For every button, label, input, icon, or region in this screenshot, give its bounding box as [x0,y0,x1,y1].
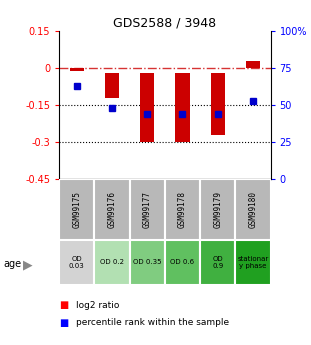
Text: OD
0.03: OD 0.03 [69,256,85,269]
Text: OD
0.9: OD 0.9 [212,256,223,269]
Text: GSM99176: GSM99176 [108,191,116,228]
Bar [235,179,271,240]
Bar [200,240,235,285]
Bar [59,179,94,240]
Text: ■: ■ [59,318,68,327]
Text: age: age [3,259,21,269]
Bar [105,73,119,98]
Text: GSM99178: GSM99178 [178,191,187,228]
Bar [165,240,200,285]
Bar [175,73,189,142]
Bar [94,179,130,240]
Text: GSM99179: GSM99179 [213,191,222,228]
Text: OD 0.2: OD 0.2 [100,259,124,265]
Text: GSM99177: GSM99177 [143,191,152,228]
Text: GSM99180: GSM99180 [248,191,258,228]
Text: log2 ratio: log2 ratio [76,301,119,310]
Text: ■: ■ [59,300,68,310]
Bar [200,179,235,240]
Bar [70,68,84,71]
Title: GDS2588 / 3948: GDS2588 / 3948 [113,17,216,30]
Bar [140,73,154,142]
Bar [165,179,200,240]
Bar [235,240,271,285]
Bar [94,240,130,285]
Bar [211,73,225,135]
Bar [59,240,94,285]
Bar [246,61,260,68]
Text: stationar
y phase: stationar y phase [237,256,269,269]
Text: ▶: ▶ [23,258,33,272]
Text: percentile rank within the sample: percentile rank within the sample [76,318,229,327]
Bar [130,179,165,240]
Text: OD 0.35: OD 0.35 [133,259,161,265]
Text: OD 0.6: OD 0.6 [170,259,194,265]
Text: GSM99175: GSM99175 [72,191,81,228]
Bar [130,240,165,285]
